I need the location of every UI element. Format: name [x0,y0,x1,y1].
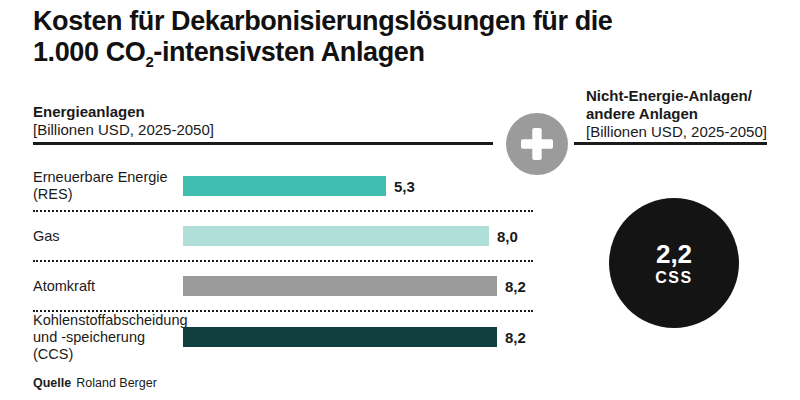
bar-value-gas: 8,0 [497,228,518,245]
bar-label-atomkraft: Atomkraft [33,278,183,295]
bar-gas [183,226,489,246]
page-title: Kosten für Dekarbonisierungslösungen für… [33,6,612,68]
bar-row-ccs: Kohlenstoffabscheidung und -speicherung … [33,312,533,362]
bubble-category: CSS [655,269,692,287]
bar-atomkraft [183,276,497,296]
right-panel-unit: [Billionen USD, 2025-2050] [586,123,767,141]
bar-res [183,176,386,196]
bar-label-gas: Gas [33,228,183,245]
right-panel-heading-line2: andere Anlagen [586,105,767,123]
bar-value-res: 5,3 [394,178,415,195]
left-header-rule [33,142,493,145]
bar-row-gas: Gas 8,0 [33,212,533,262]
bar-row-atomkraft: Atomkraft 8,2 [33,262,533,312]
right-header-rule [574,142,767,145]
non-energy-bubble: 2,2 CSS [609,198,739,328]
right-panel-header: Nicht-Energie-Anlagen/ andere Anlagen [B… [586,87,767,141]
source-line: Quelle Roland Berger [33,376,157,390]
bar-row-res: Erneuerbare Energie (RES) 5,3 [33,162,533,212]
left-panel-header: Energieanlagen [Billionen USD, 2025-2050… [33,103,214,139]
title-line2: 1.000 CO2-intensivsten Anlagen [33,37,424,67]
bar-value-ccs: 8,2 [505,329,526,346]
left-panel-heading: Energieanlagen [33,103,214,121]
plus-glyph [521,128,553,160]
bar-label-res: Erneuerbare Energie (RES) [33,169,183,203]
bubble-value: 2,2 [656,240,692,268]
left-panel-unit: [Billionen USD, 2025-2050] [33,121,214,139]
source-label: Quelle [33,376,71,390]
title-line1: Kosten für Dekarbonisierungslösungen für… [33,6,612,36]
right-panel-heading-line1: Nicht-Energie-Anlagen/ [586,87,767,105]
bar-chart: Erneuerbare Energie (RES) 5,3 Gas 8,0 At… [33,162,533,362]
source-text: Roland Berger [76,376,157,390]
bar-ccs [183,327,497,347]
bar-value-atomkraft: 8,2 [505,278,526,295]
bar-label-ccs: Kohlenstoffabscheidung und -speicherung … [33,312,183,363]
